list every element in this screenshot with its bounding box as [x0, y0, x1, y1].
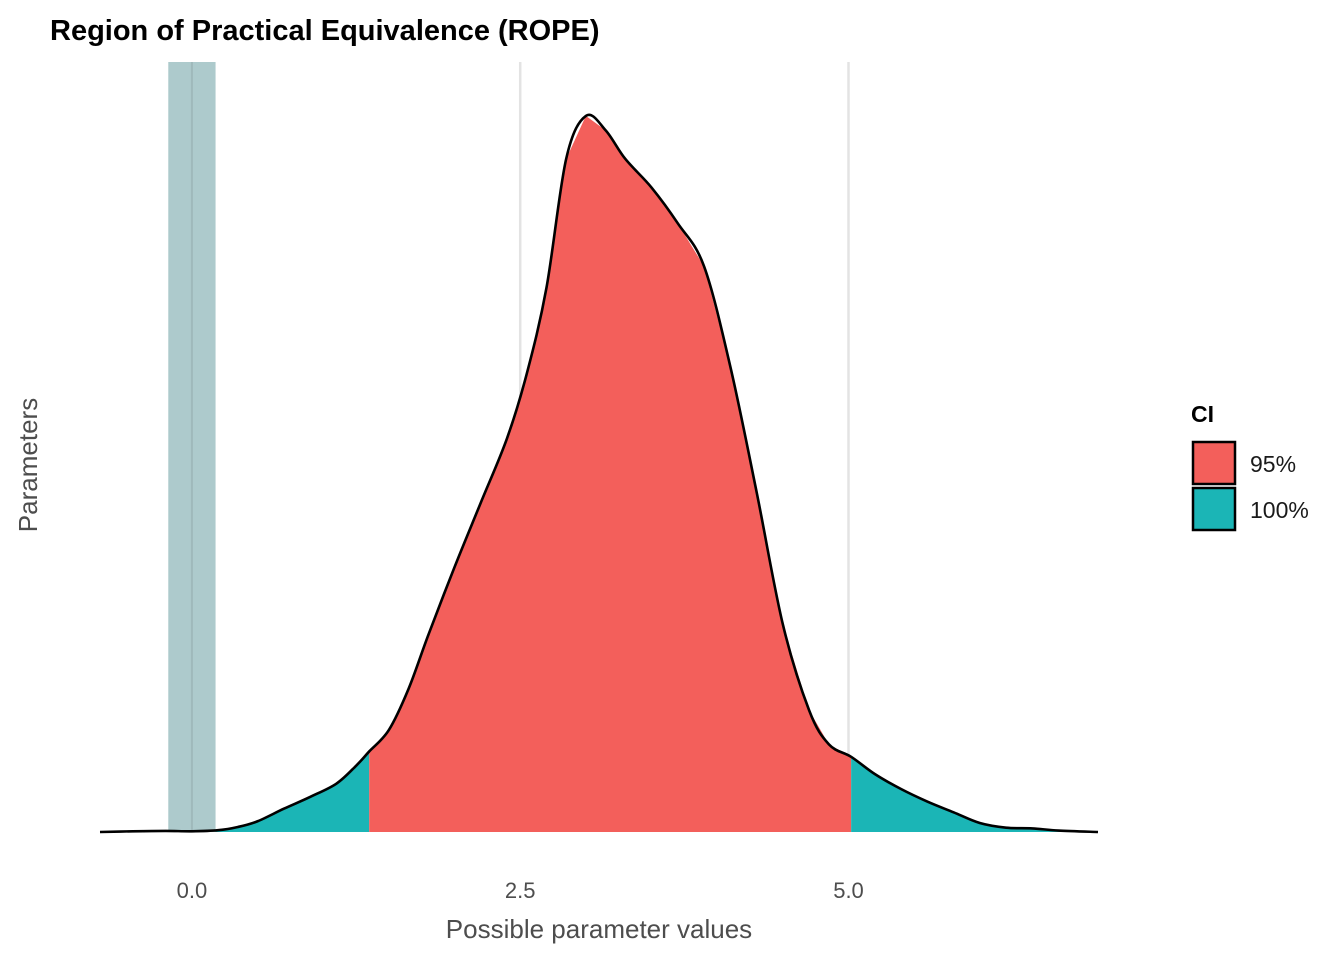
ci-100-left-area — [100, 751, 370, 832]
y-axis-label: Parameters — [13, 398, 43, 532]
legend-swatch-100 — [1191, 486, 1237, 532]
density-curve — [99, 113, 1099, 834]
legend: CI 95% 100% — [1191, 401, 1309, 532]
legend-label-95: 95% — [1250, 451, 1296, 477]
rope-band — [168, 62, 216, 832]
ci-95-area — [369, 115, 852, 832]
ci-100-right-area — [851, 756, 1098, 832]
x-axis-label: Possible parameter values — [446, 914, 752, 944]
legend-label-100: 100% — [1250, 497, 1309, 523]
density-areas — [100, 115, 1098, 832]
density-outline — [99, 113, 1099, 834]
legend-title: CI — [1191, 401, 1214, 427]
chart-title: Region of Practical Equivalence (ROPE) — [50, 15, 600, 47]
x-axis-ticks: 0.0 2.5 5.0 — [177, 878, 864, 903]
x-tick-label: 5.0 — [833, 878, 864, 903]
x-tick-label: 0.0 — [177, 878, 208, 903]
x-tick-label: 2.5 — [505, 878, 536, 903]
legend-swatch-95 — [1191, 440, 1237, 486]
